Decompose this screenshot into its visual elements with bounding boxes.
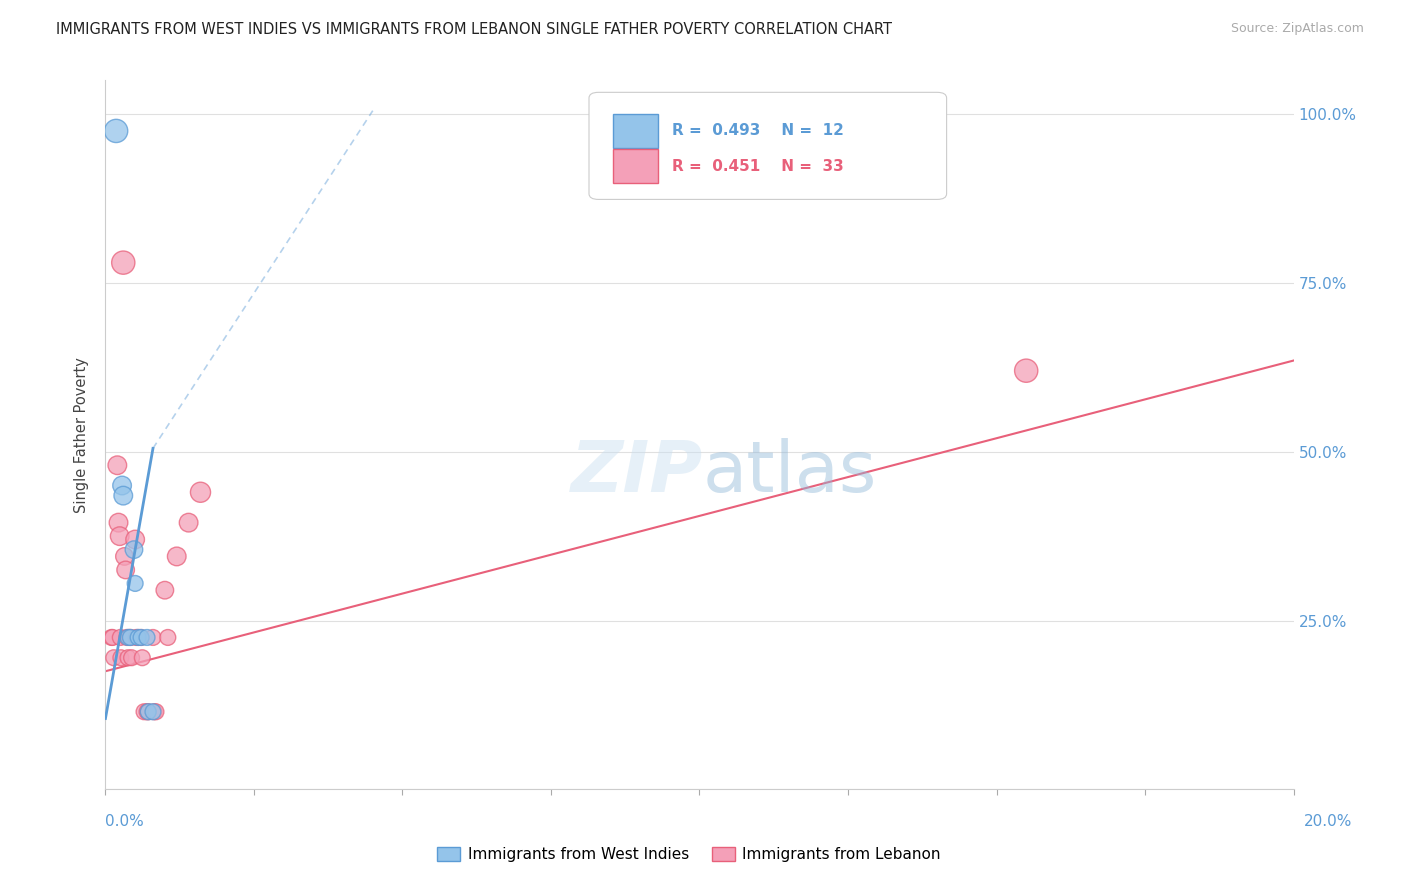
Point: [1015, 364, 1038, 378]
Point: [145, 705, 167, 719]
Point: [121, 650, 143, 665]
Point: [127, 631, 149, 645]
Point: [110, 631, 132, 645]
Point: [136, 705, 159, 719]
Point: [132, 705, 155, 719]
Point: [108, 529, 131, 543]
Point: [101, 631, 124, 645]
Point: [118, 631, 141, 645]
Point: [112, 255, 135, 269]
Point: [114, 549, 136, 564]
Point: [136, 705, 159, 719]
Bar: [613, 149, 658, 183]
Bar: [613, 113, 658, 148]
Point: [100, 631, 122, 645]
Point: [105, 458, 128, 473]
Y-axis label: Single Father Poverty: Single Father Poverty: [75, 357, 90, 513]
Point: [124, 533, 146, 547]
Point: [111, 478, 134, 492]
Legend: Immigrants from West Indies, Immigrants from Lebanon: Immigrants from West Indies, Immigrants …: [432, 840, 946, 868]
Point: [120, 631, 142, 645]
Point: [136, 631, 159, 645]
Point: [115, 631, 138, 645]
Point: [122, 542, 145, 557]
Text: atlas: atlas: [703, 438, 877, 508]
Text: R =  0.451    N =  33: R = 0.451 N = 33: [672, 159, 844, 174]
Point: [117, 650, 139, 665]
Text: Source: ZipAtlas.com: Source: ZipAtlas.com: [1230, 22, 1364, 36]
Point: [112, 489, 135, 503]
Point: [177, 516, 200, 530]
Point: [103, 650, 125, 665]
Text: 0.0%: 0.0%: [105, 814, 145, 829]
Point: [136, 705, 159, 719]
Point: [129, 631, 152, 645]
Point: [114, 563, 136, 577]
Text: ZIP: ZIP: [571, 438, 703, 508]
Point: [105, 124, 128, 138]
Point: [107, 516, 129, 530]
Point: [156, 631, 179, 645]
Point: [129, 631, 152, 645]
Point: [142, 631, 165, 645]
Point: [153, 583, 176, 598]
Point: [124, 576, 146, 591]
Point: [190, 485, 212, 500]
Text: R =  0.493    N =  12: R = 0.493 N = 12: [672, 123, 844, 138]
Point: [131, 650, 153, 665]
Point: [125, 631, 148, 645]
Point: [166, 549, 188, 564]
Point: [127, 631, 149, 645]
Text: IMMIGRANTS FROM WEST INDIES VS IMMIGRANTS FROM LEBANON SINGLE FATHER POVERTY COR: IMMIGRANTS FROM WEST INDIES VS IMMIGRANT…: [56, 22, 893, 37]
Point: [110, 650, 132, 665]
FancyBboxPatch shape: [589, 93, 946, 200]
Point: [120, 631, 142, 645]
Point: [142, 705, 165, 719]
Point: [143, 705, 166, 719]
Point: [117, 631, 139, 645]
Text: 20.0%: 20.0%: [1305, 814, 1353, 829]
